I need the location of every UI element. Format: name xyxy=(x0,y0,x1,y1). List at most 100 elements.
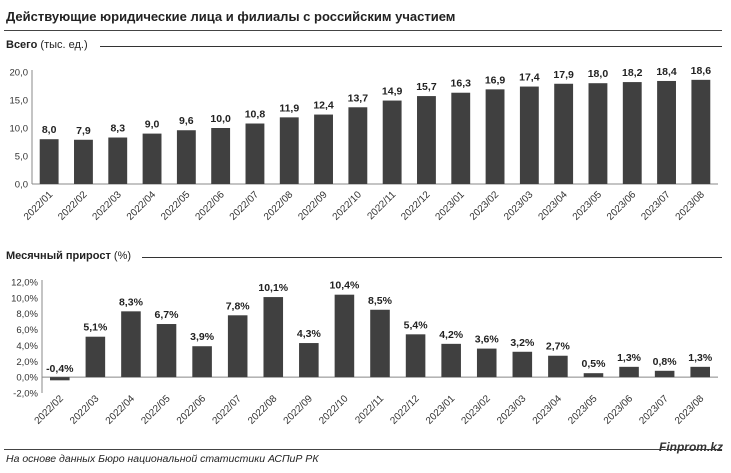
category-label-1-2023/05: 2023/05 xyxy=(566,393,600,427)
chart-main-title: Действующие юридические лица и филиалы с… xyxy=(6,9,456,24)
section-title-total: Всего (тыс. ед.) xyxy=(6,39,88,51)
data-label-1-2022/05: 6,7% xyxy=(155,309,180,321)
data-label-0-2022/08: 11,9 xyxy=(279,102,299,114)
data-label-0-2023/02: 16,9 xyxy=(485,74,506,86)
bar-1-2022/03 xyxy=(85,336,106,378)
bar-0-2022/12 xyxy=(417,96,436,184)
bar-1-2023/07 xyxy=(654,370,675,378)
data-label-0-2022/07: 10,8 xyxy=(245,109,266,121)
data-label-1-2023/01: 4,2% xyxy=(439,329,464,341)
category-label-1-2023/08: 2023/08 xyxy=(673,393,707,427)
bar-1-2022/05 xyxy=(156,324,177,378)
bar-1-2023/03 xyxy=(512,351,533,378)
data-label-0-2022/06: 10,0 xyxy=(210,113,231,125)
source-note: На основе данных Бюро национальной стати… xyxy=(6,453,319,465)
section-title-growth: Месячный прирост (%) xyxy=(6,250,131,262)
data-label-0-2023/01: 16,3 xyxy=(451,78,472,90)
bar-1-2022/10 xyxy=(334,294,355,378)
category-label-1-2022/03: 2022/03 xyxy=(68,393,102,427)
category-label-1-2022/07: 2022/07 xyxy=(210,393,244,427)
ytick-label-0: 10,0 xyxy=(10,124,29,135)
bar-0-2022/08 xyxy=(279,117,299,184)
category-label-1-2022/08: 2022/08 xyxy=(246,393,280,427)
bar-0-2022/04 xyxy=(142,133,162,184)
footer-divider xyxy=(4,449,722,450)
bar-0-2023/04 xyxy=(554,83,574,184)
category-label-1-2022/11: 2022/11 xyxy=(353,393,386,426)
brand-logo-text: Finprom.kz xyxy=(658,440,723,454)
category-label-0-2022/09: 2022/09 xyxy=(296,189,330,223)
ytick-label-1: 10,0% xyxy=(11,293,38,304)
bar-1-2022/02 xyxy=(50,377,70,381)
bar-0-2023/06 xyxy=(622,82,642,184)
bar-1-2023/08 xyxy=(690,366,710,378)
category-label-0-2023/03: 2023/03 xyxy=(502,189,536,223)
category-label-1-2022/05: 2022/05 xyxy=(139,393,173,427)
category-label-0-2022/12: 2022/12 xyxy=(399,189,433,223)
bar-1-2022/12 xyxy=(405,334,426,378)
category-label-0-2022/10: 2022/10 xyxy=(331,189,365,223)
category-label-0-2022/11: 2022/11 xyxy=(365,189,398,222)
bar-1-2022/07 xyxy=(227,315,248,378)
bar-1-2022/11 xyxy=(370,309,390,378)
category-label-1-2023/01: 2023/01 xyxy=(424,393,458,427)
category-label-0-2022/06: 2022/06 xyxy=(193,189,227,223)
data-label-1-2022/09: 4,3% xyxy=(297,328,322,340)
bar-0-2022/11 xyxy=(382,100,402,184)
data-label-1-2022/06: 3,9% xyxy=(190,331,215,343)
bar-0-2022/03 xyxy=(108,137,128,184)
category-label-1-2023/04: 2023/04 xyxy=(531,393,565,427)
category-label-1-2022/09: 2022/09 xyxy=(282,393,316,427)
data-label-0-2023/07: 18,4 xyxy=(656,66,677,78)
category-label-0-2023/05: 2023/05 xyxy=(571,189,605,223)
bar-0-2022/10 xyxy=(348,107,368,184)
category-label-0-2022/03: 2022/03 xyxy=(91,189,125,223)
category-label-1-2023/03: 2023/03 xyxy=(495,393,529,427)
section-divider-total xyxy=(100,46,722,47)
bar-0-2023/01 xyxy=(451,92,471,184)
category-label-0-2023/07: 2023/07 xyxy=(639,189,673,223)
bar-0-2022/02 xyxy=(74,139,93,184)
ytick-label-1: 6,0% xyxy=(16,325,38,336)
category-label-0-2022/02: 2022/02 xyxy=(56,189,90,223)
bar-1-2022/08 xyxy=(263,297,284,378)
bar-0-2022/07 xyxy=(245,123,265,184)
data-label-1-2023/03: 3,2% xyxy=(510,337,535,349)
category-label-1-2022/06: 2022/06 xyxy=(175,393,209,427)
data-label-0-2022/01: 8,0 xyxy=(42,124,57,136)
data-label-1-2022/07: 7,8% xyxy=(226,300,251,312)
data-label-1-2022/10: 10,4% xyxy=(330,280,360,292)
data-label-0-2022/04: 9,0 xyxy=(145,119,160,131)
ytick-label-1: 2,0% xyxy=(16,357,38,368)
title-divider xyxy=(4,30,722,31)
data-label-0-2023/05: 18,0 xyxy=(588,68,609,80)
ytick-label-0: 20,0 xyxy=(10,68,29,79)
section-divider-growth xyxy=(142,257,722,258)
category-label-0-2023/06: 2023/06 xyxy=(605,189,639,223)
data-label-0-2023/03: 17,4 xyxy=(519,72,540,84)
bar-0-2023/05 xyxy=(588,83,608,184)
section-title-growth-bold: Месячный прирост xyxy=(6,250,111,262)
data-label-0-2022/02: 7,9 xyxy=(76,125,91,137)
category-label-0-2023/01: 2023/01 xyxy=(434,189,468,223)
category-label-0-2023/04: 2023/04 xyxy=(536,189,570,223)
bar-0-2023/03 xyxy=(519,86,539,184)
bar-1-2023/06 xyxy=(619,366,639,378)
section-title-growth-unit: (%) xyxy=(110,250,132,262)
category-label-1-2022/12: 2022/12 xyxy=(388,393,422,427)
bar-0-2022/05 xyxy=(176,130,196,184)
bar-1-2022/09 xyxy=(299,343,319,378)
data-label-1-2022/11: 8,5% xyxy=(368,295,393,307)
data-label-0-2022/09: 12,4 xyxy=(313,100,334,112)
ytick-label-1: -2,0% xyxy=(13,389,38,400)
category-label-1-2022/10: 2022/10 xyxy=(317,393,351,427)
ytick-label-1: 8,0% xyxy=(16,309,38,320)
ytick-label-0: 15,0 xyxy=(10,96,29,107)
bar-1-2023/05 xyxy=(583,373,604,378)
category-label-0-2022/07: 2022/07 xyxy=(228,189,262,223)
data-label-0-2023/08: 18,6 xyxy=(691,65,712,77)
bar-0-2022/09 xyxy=(314,114,333,184)
ytick-label-1: 12,0% xyxy=(11,278,38,289)
bar-0-2022/01 xyxy=(39,139,59,184)
